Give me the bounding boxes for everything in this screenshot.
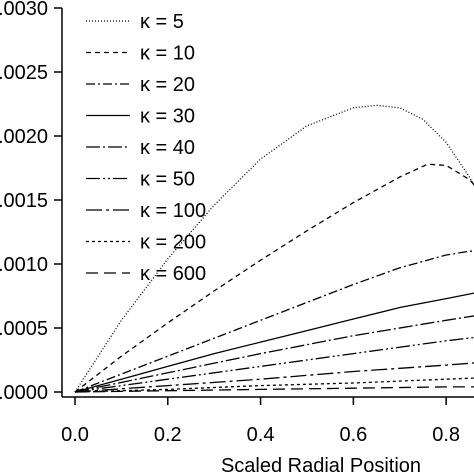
legend-label: κ = 20: [140, 74, 195, 96]
x-tick-label: 0.0: [61, 424, 89, 446]
x-tick-label: 0.4: [247, 424, 275, 446]
y-tick-label: .0005: [0, 318, 48, 340]
series-line-7: [74, 362, 474, 393]
x-tick-label: 0.8: [432, 424, 460, 446]
plot-area: [74, 104, 474, 393]
y-tick-label: .0025: [0, 62, 48, 84]
legend: κ = 5 κ = 10 κ = 20 κ = 30 κ = 40 κ = 50 κ = 1…: [86, 11, 206, 285]
legend-label: κ = 30: [140, 106, 195, 128]
legend-label: κ = 10: [140, 43, 195, 65]
series-line-3: [74, 250, 474, 393]
x-tick-label: 0.6: [339, 424, 367, 446]
series-line-4: [74, 292, 474, 393]
axes: .0000 .0005 .0010 .0015 .0020 .0025 .0030 0.0 0.…: [0, 0, 474, 446]
legend-label: κ = 600: [140, 263, 206, 285]
legend-label: κ = 50: [140, 169, 195, 191]
x-axis-title: Scaled Radial Position: [221, 455, 421, 474]
series-line-1: [74, 104, 474, 393]
x-tick-label: 0.2: [154, 424, 182, 446]
series-line-2: [74, 163, 474, 393]
y-tick-label: .0010: [0, 254, 48, 276]
legend-label: κ = 100: [140, 200, 206, 222]
series-line-6: [74, 336, 474, 393]
series-line-9: [74, 386, 474, 393]
legend-label: κ = 5: [140, 11, 184, 33]
y-tick-label: .0030: [0, 0, 48, 20]
legend-label: κ = 40: [140, 137, 195, 159]
series-line-5: [74, 315, 474, 393]
y-tick-label: .0020: [0, 126, 48, 148]
legend-label: κ = 200: [140, 232, 206, 254]
y-tick-label: .0000: [0, 382, 48, 404]
y-tick-label: .0015: [0, 190, 48, 212]
